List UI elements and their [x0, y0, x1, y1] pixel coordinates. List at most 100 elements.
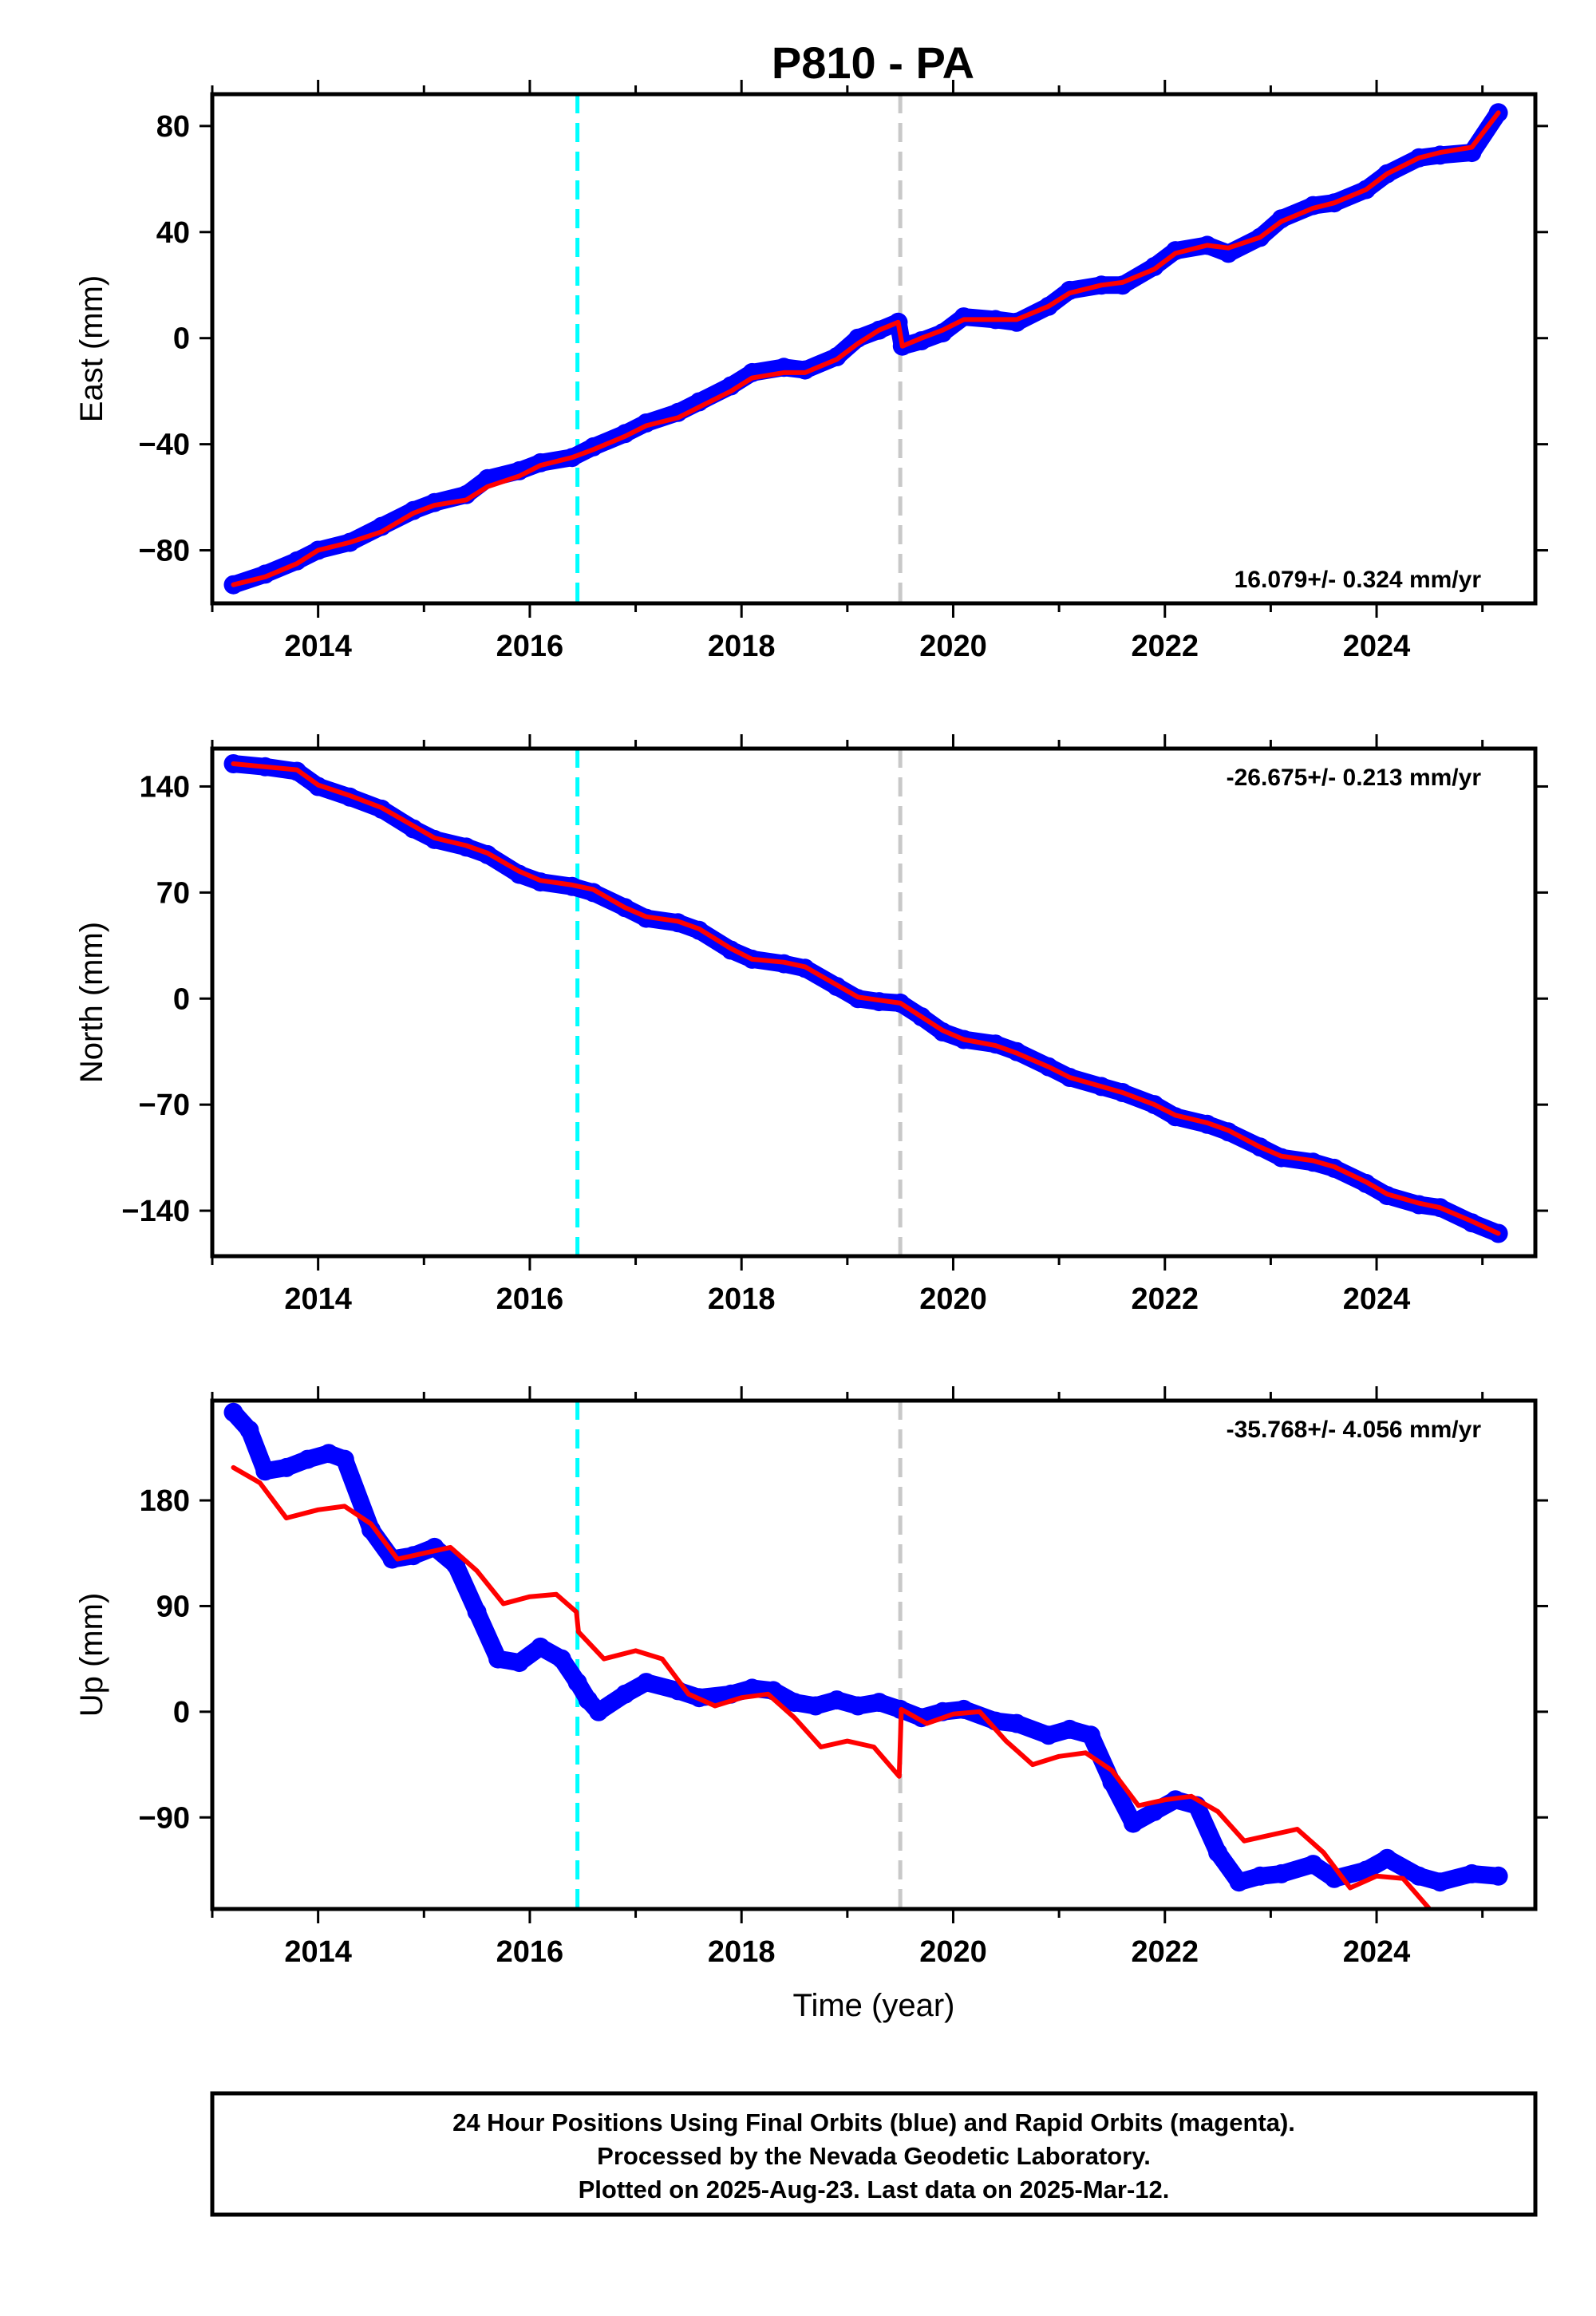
up-data-point — [531, 1637, 551, 1657]
up-frame — [210, 1398, 1538, 1911]
up-data-point — [239, 1420, 259, 1440]
up-data-point — [382, 1549, 402, 1569]
north-model-line — [231, 761, 1501, 1236]
north-xtick-label: 2020 — [919, 1282, 987, 1316]
up-data-point — [742, 1678, 762, 1698]
up-ytick-label: 90 — [156, 1590, 190, 1623]
up-data-point — [1208, 1843, 1228, 1863]
footer-line-2: Processed by the Nevada Geodetic Laborat… — [597, 2142, 1151, 2170]
east-ytick-label: 80 — [156, 110, 190, 144]
up-data-point — [1488, 1866, 1508, 1886]
up-ytick-label: 180 — [140, 1484, 190, 1518]
up-data-point — [255, 1461, 275, 1481]
up-data-point — [467, 1602, 487, 1622]
up-data-point — [1038, 1725, 1058, 1745]
up-xtick-label: 2014 — [284, 1935, 352, 1969]
up-data-point — [276, 1457, 296, 1477]
east-model-line — [231, 110, 1501, 587]
up-data-point — [334, 1449, 354, 1469]
footer-frame — [210, 2091, 1538, 2217]
east-plot-area — [223, 94, 1508, 603]
north-ytick-label: −140 — [121, 1195, 190, 1228]
north-xtick-label: 2014 — [284, 1282, 352, 1316]
north-ytick-label: 0 — [173, 982, 190, 1016]
east-ytick-label: 0 — [173, 322, 190, 356]
up-data-point — [1430, 1872, 1450, 1892]
up-data-point — [1080, 1725, 1100, 1745]
up-data-point — [1271, 1863, 1291, 1883]
up-data-band — [224, 1403, 1507, 1891]
up-data-point — [1409, 1866, 1429, 1886]
footer-line-3: Plotted on 2025-Aug-23. Last data on 202… — [579, 2176, 1170, 2203]
up-data-point — [223, 1402, 243, 1422]
up-xtick-label: 2016 — [496, 1935, 564, 1969]
east-ytick-label: 40 — [156, 216, 190, 250]
up-data-point — [848, 1696, 868, 1716]
up-data-point — [1124, 1813, 1143, 1833]
up-data-point — [784, 1693, 804, 1713]
up-xtick-label: 2020 — [919, 1935, 987, 1969]
up-xtick-label: 2018 — [708, 1935, 776, 1969]
up-data-point — [446, 1555, 466, 1575]
east-xtick-label: 2024 — [1343, 630, 1411, 663]
east-rate-label: 16.079+/- 0.324 mm/yr — [1235, 567, 1482, 593]
up-data-point — [1303, 1855, 1323, 1875]
north-xtick-label: 2024 — [1343, 1282, 1411, 1316]
up-data-point — [1007, 1713, 1027, 1733]
east-xtick-label: 2020 — [919, 630, 987, 663]
east-xtick-label: 2016 — [496, 630, 564, 663]
up-data-point — [869, 1693, 889, 1713]
up-ytick-label: 0 — [173, 1696, 190, 1729]
east-ytick-label: −40 — [139, 429, 190, 462]
east-ylabel: East (mm) — [74, 275, 109, 422]
north-ytick-label: 140 — [140, 770, 190, 804]
north-panel: −140 −70 0 70 140 2014 2016 2018 2020 2022 2024 Nor… — [74, 734, 1548, 1316]
up-model-line — [231, 1464, 1432, 1909]
up-data-point — [1060, 1719, 1080, 1739]
footer-box: 24 Hour Positions Using Final Orbits (bl… — [210, 2091, 1538, 2217]
footer-line-1: 24 Hour Positions Using Final Orbits (bl… — [452, 2109, 1295, 2136]
up-data-point — [509, 1653, 529, 1673]
up-plot-area — [223, 1401, 1508, 1909]
figure-title: P810 - PA — [772, 38, 974, 88]
up-data-point — [827, 1690, 847, 1710]
up-data-point — [615, 1684, 635, 1704]
north-frame — [210, 746, 1538, 1259]
east-xtick-label: 2022 — [1131, 630, 1199, 663]
up-panel: −90 0 90 180 2014 2016 2018 2020 2022 2024 Up (mm)… — [74, 1386, 1548, 2023]
up-data-point — [1462, 1863, 1482, 1883]
up-data-point — [806, 1696, 825, 1716]
east-xtick-label: 2014 — [284, 630, 352, 663]
up-data-point — [298, 1449, 318, 1469]
up-data-point — [488, 1649, 508, 1669]
up-data-point — [1229, 1872, 1249, 1892]
up-xlabel: Time (year) — [793, 1988, 955, 2023]
up-data-point — [1377, 1848, 1397, 1868]
up-data-point — [636, 1673, 656, 1693]
up-data-point — [551, 1649, 571, 1669]
east-data-band — [224, 104, 1507, 594]
east-ytick-label: −80 — [139, 535, 190, 568]
north-xtick-label: 2018 — [708, 1282, 776, 1316]
up-data-point — [1144, 1801, 1164, 1821]
north-ytick-label: −70 — [139, 1089, 190, 1122]
east-panel: −80 −40 0 40 80 2014 2016 2018 2020 2022 2024 East … — [74, 80, 1548, 663]
up-data-point — [589, 1701, 609, 1721]
up-ylabel: Up (mm) — [74, 1593, 109, 1717]
up-data-point — [1356, 1860, 1376, 1880]
north-ytick-label: 70 — [156, 876, 190, 910]
up-data-point — [361, 1520, 381, 1539]
east-xtick-label: 2018 — [708, 630, 776, 663]
up-xtick-label: 2022 — [1131, 1935, 1199, 1969]
north-rate-label: -26.675+/- 0.213 mm/yr — [1227, 765, 1482, 791]
up-rate-label: -35.768+/- 4.056 mm/yr — [1227, 1417, 1482, 1443]
east-frame — [210, 92, 1538, 606]
up-data-point — [1250, 1866, 1270, 1886]
north-xtick-label: 2022 — [1131, 1282, 1199, 1316]
up-data-point — [567, 1673, 587, 1693]
north-plot-area — [223, 749, 1508, 1256]
north-xtick-label: 2016 — [496, 1282, 564, 1316]
north-ylabel: North (mm) — [74, 922, 109, 1083]
up-data-point — [318, 1444, 338, 1464]
